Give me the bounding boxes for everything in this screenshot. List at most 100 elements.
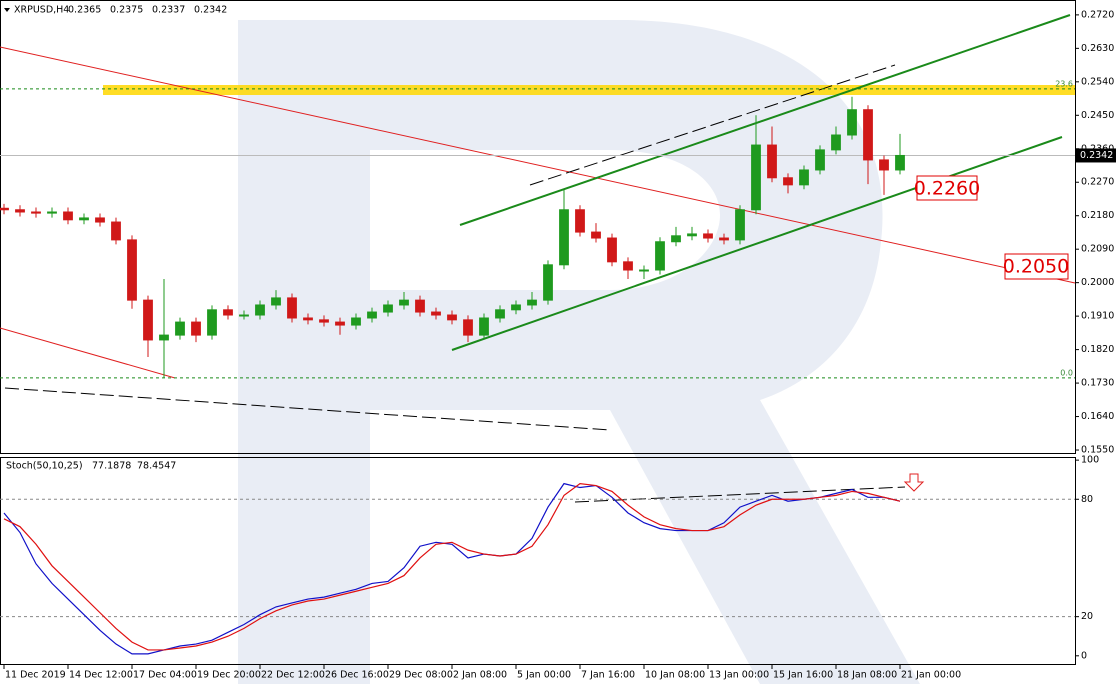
candle-body: [591, 231, 601, 239]
candle-body: [303, 317, 313, 321]
trend-line: [0, 327, 176, 379]
y-tick-label: 0.1910: [1081, 311, 1114, 322]
y-tick-label: 0.1550: [1081, 445, 1114, 456]
dashed-trend-line: [4, 387, 611, 431]
candle-body: [783, 177, 793, 186]
stoch-value: 77.1878: [92, 461, 131, 472]
stoch-title: Stoch(50,10,25): [6, 461, 83, 472]
y-tick-label: 100: [1081, 455, 1099, 466]
candle-body: [95, 217, 105, 223]
candle-body: [815, 149, 825, 171]
candle-body: [63, 211, 73, 221]
candle-body: [463, 319, 473, 336]
x-tick-label: 11 Dec 2019: [5, 670, 66, 681]
stoch-panel: [0, 457, 1076, 665]
channel-line: [459, 14, 1071, 226]
y-tick-label: 20: [1081, 611, 1093, 622]
candle-body: [191, 321, 201, 336]
x-tick-label: 18 Jan 08:00: [837, 670, 897, 681]
ohlc-value: 0.2375: [110, 5, 143, 16]
down-arrow: [903, 473, 925, 492]
candle-body: [607, 237, 617, 263]
y-tick-label: 0.1820: [1081, 344, 1114, 355]
candle-body: [655, 241, 665, 271]
x-tick-label: 29 Dec 08:00: [389, 670, 453, 681]
candle-body: [895, 154, 905, 171]
x-tick-label: 21 Jan 00:00: [901, 670, 961, 681]
candle-body: [287, 297, 297, 319]
y-tick-label: 0.2090: [1081, 244, 1114, 255]
candle-body: [687, 233, 697, 237]
fib-zone: [103, 85, 1075, 95]
candle-body: [335, 321, 345, 326]
candle-body: [271, 297, 281, 306]
candle-body: [719, 237, 729, 241]
candle-body: [175, 321, 185, 336]
x-tick-label: 19 Dec 20:00: [197, 670, 261, 681]
x-tick-label: 26 Dec 16:00: [325, 670, 389, 681]
candle-body: [543, 264, 553, 301]
annotation-box: [916, 175, 978, 201]
candle-body: [415, 299, 425, 313]
candle-body: [479, 317, 489, 336]
x-tick-label: 5 Jan 00:00: [517, 670, 571, 681]
header: XRPUSD,H4: [4, 5, 69, 16]
candle-body: [127, 239, 137, 301]
candle-body: [703, 233, 713, 239]
candle-body: [863, 109, 873, 161]
candle-body: [431, 311, 441, 316]
candle-body: [143, 299, 153, 341]
x-tick-label: 2 Jan 08:00: [453, 670, 507, 681]
channel-line: [451, 136, 1063, 351]
annotation: 0.2260: [914, 178, 980, 200]
candle-body: [383, 304, 393, 313]
annotation: 0.2050: [1003, 256, 1069, 278]
menu-arrow: [4, 8, 10, 12]
candle-body: [255, 304, 265, 316]
fib-label: 23.6: [1055, 79, 1073, 88]
stoch-line: [3, 482, 901, 651]
candle-body: [495, 309, 505, 319]
annotation-box: [1004, 253, 1069, 280]
y-tick-label: 0.2270: [1081, 177, 1114, 188]
y-tick-label: 0.2180: [1081, 210, 1114, 221]
candle-body: [447, 314, 457, 321]
x-tick-label: 17 Dec 04:00: [133, 670, 197, 681]
candle-body: [559, 209, 569, 266]
candle-body: [879, 159, 889, 171]
symbol: XRPUSD,H4: [14, 5, 69, 16]
stoch-line: [3, 482, 901, 655]
candle-body: [207, 309, 217, 336]
x-tick-label: 13 Jan 00:00: [709, 670, 769, 681]
ohlc-value: 0.2337: [152, 5, 185, 16]
y-tick-label: 80: [1081, 494, 1093, 505]
fib-label: 0.0: [1060, 368, 1073, 377]
ohlc-value: 0.2342: [194, 5, 227, 16]
candle-body: [511, 304, 521, 311]
candle-body: [15, 209, 25, 213]
stoch-value: 78.4547: [137, 461, 176, 472]
candle-body: [111, 221, 121, 241]
candle-body: [751, 144, 761, 211]
candle-body: [0, 207, 9, 211]
x-tick-label: 14 Dec 12:00: [69, 670, 133, 681]
candle-body: [367, 311, 377, 319]
x-tick-label: 10 Jan 08:00: [645, 670, 705, 681]
dashed-trend-line: [529, 64, 896, 186]
ohlc-value: 0.2365: [68, 5, 101, 16]
candle-body: [239, 314, 249, 317]
y-tick-label: 0.2000: [1081, 277, 1114, 288]
candle-body: [223, 309, 233, 316]
candle-body: [831, 134, 841, 151]
candle-body: [159, 334, 169, 341]
x-tick-label: 7 Jan 16:00: [581, 670, 635, 681]
current-price-box: [1076, 148, 1116, 163]
candle-body: [623, 261, 633, 271]
candle-body: [735, 209, 745, 241]
y-tick-label: 0.2450: [1081, 110, 1114, 121]
x-tick-label: 15 Jan 16:00: [773, 670, 833, 681]
candle-body: [351, 317, 361, 326]
x-tick-label: 22 Dec 12:00: [261, 670, 325, 681]
watermark: [238, 20, 920, 684]
